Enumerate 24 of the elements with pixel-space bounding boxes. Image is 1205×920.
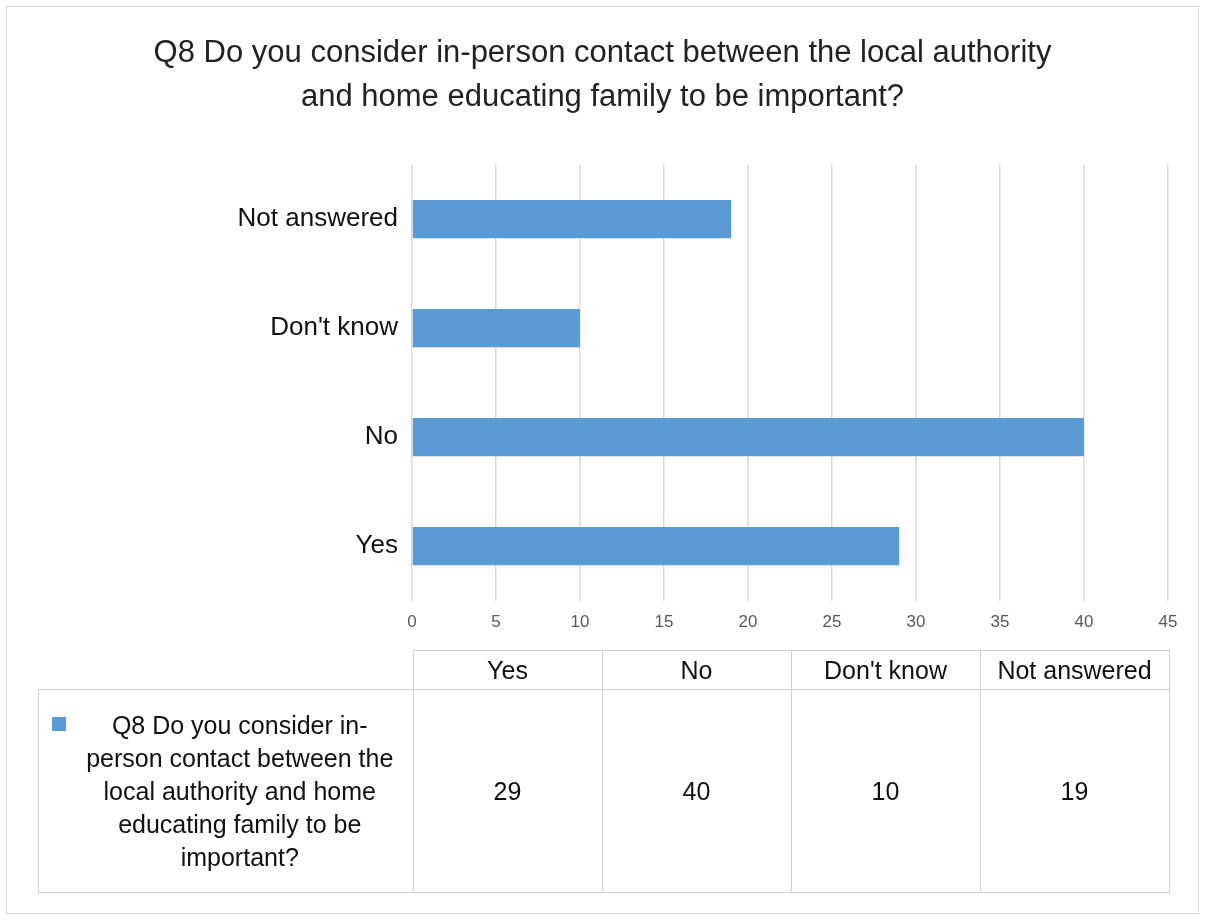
x-tick-label: 15 — [654, 612, 674, 632]
x-tick-label: 30 — [906, 612, 926, 632]
x-tick-label: 25 — [822, 612, 842, 632]
y-tick-label: No — [364, 420, 398, 451]
value-label: 40 — [682, 776, 711, 805]
x-tick-label: 5 — [491, 612, 501, 632]
legend-label: Q8 Do you consider in-person contact between the local authority and home educating family to be important? — [85, 709, 395, 873]
value-label: 10 — [871, 776, 900, 805]
x-tick-label: 40 — [1074, 612, 1094, 632]
y-tick-label: Don't know — [270, 311, 399, 342]
category-label: Not answered — [980, 650, 1169, 690]
value-label: 19 — [1060, 776, 1089, 805]
x-tick-label: 45 — [1158, 612, 1178, 632]
x-tick-label: 10 — [570, 612, 590, 632]
category-label: Don't know — [791, 650, 980, 690]
category-label: No — [602, 650, 791, 690]
x-tick-label: 0 — [407, 612, 417, 632]
y-tick-label: Yes — [355, 529, 398, 560]
category-label: Yes — [413, 650, 602, 690]
y-tick-label: Not answered — [237, 202, 398, 233]
value-label: 29 — [493, 776, 522, 805]
chart-title: Q8 Do you consider in-person contact between the local authority and home educating family to be important? — [152, 33, 1053, 115]
x-tick-label: 35 — [990, 612, 1010, 632]
x-tick-label: 20 — [738, 612, 758, 632]
